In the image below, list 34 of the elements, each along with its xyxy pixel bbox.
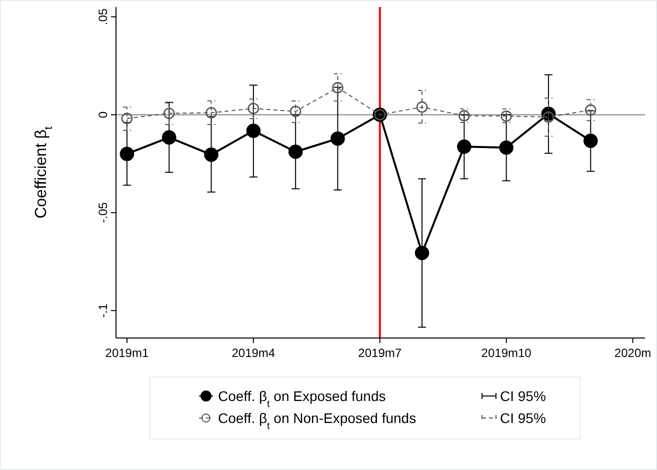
point [120,146,134,162]
y-tick-label: .05 [96,8,110,26]
point [246,124,261,138]
point [457,139,472,154]
point [414,246,430,260]
point [290,106,302,118]
point [542,111,554,123]
point [416,101,428,113]
point [288,144,303,159]
point [163,108,175,119]
text: CI 95% [500,410,546,426]
point [206,107,217,118]
x-tick-label: 2020m [614,346,652,360]
point [204,148,218,162]
legend-label: Coeff. β$_{t}$ on Exposed funds [218,388,386,410]
x-tick-label: 2019m4 [232,346,276,360]
x-tick-label: 2019m10 [481,346,532,360]
point [248,102,260,114]
point [584,104,596,116]
point [499,140,514,155]
point [458,110,470,122]
point [121,112,133,124]
point [500,110,512,122]
x-tick-label: 2019m7 [358,346,402,360]
legend-label: Coeff. β$_{t}$ on Non-Exposed funds [218,410,416,432]
point [332,82,344,94]
y-tick-label: 0 [96,111,110,118]
x-tick-label: 2019m1 [105,346,149,360]
text: CI 95% [500,388,546,404]
y-tick-label: -.05 [96,202,110,223]
point [162,130,176,145]
point [330,131,345,146]
point [583,134,598,148]
y-tick-label: -.1 [96,303,110,318]
